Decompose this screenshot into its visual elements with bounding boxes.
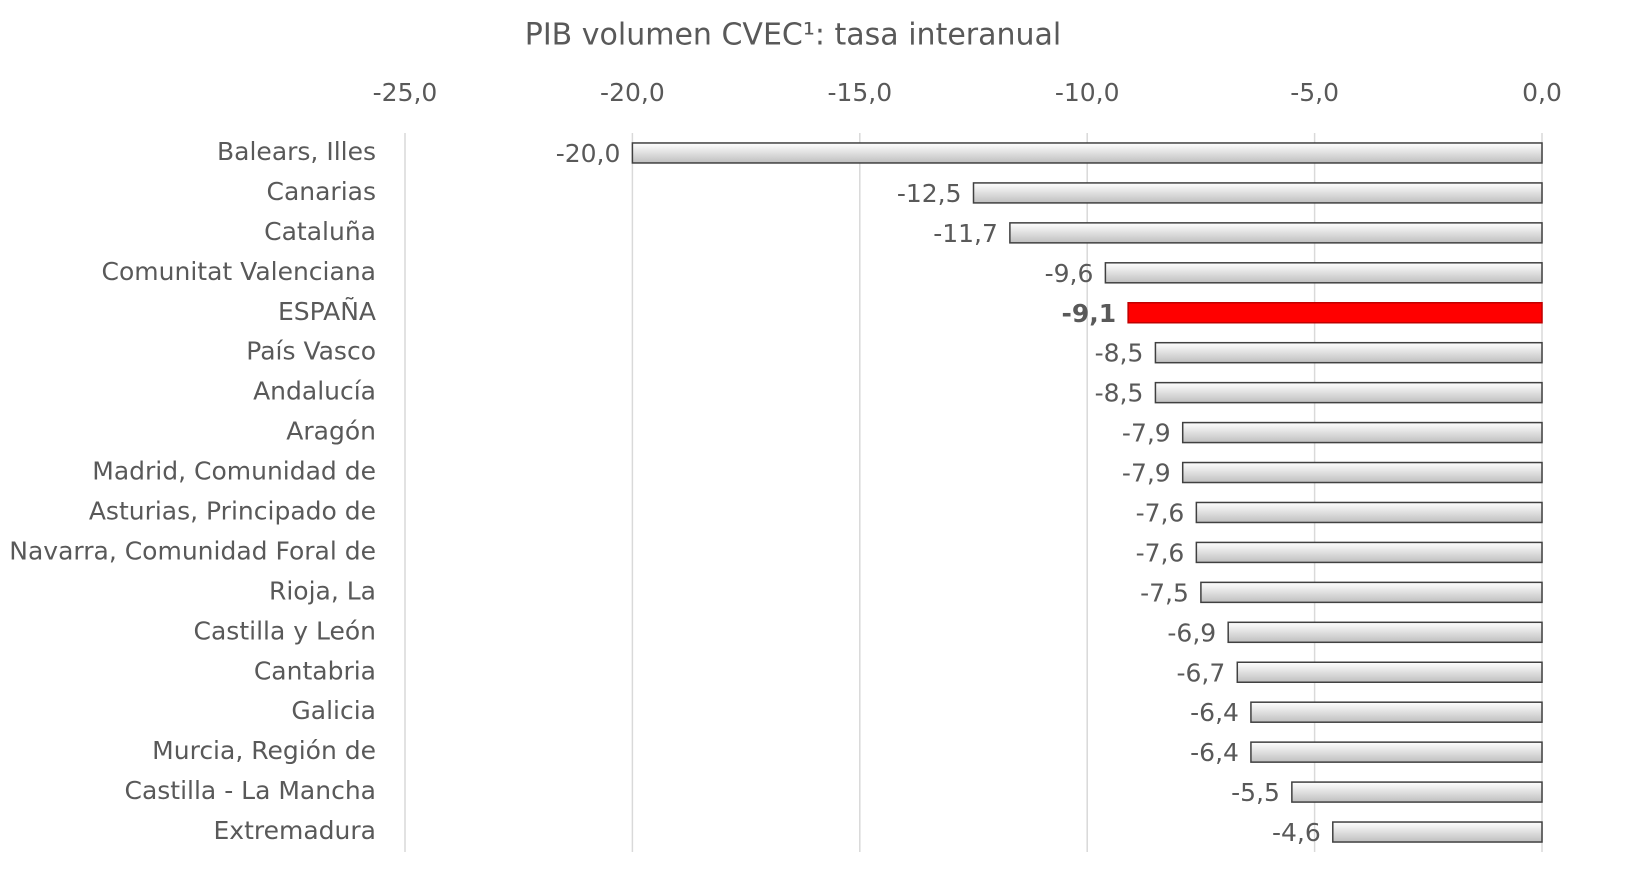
y-tick-label: Aragón bbox=[286, 417, 376, 446]
bar bbox=[1195, 541, 1543, 564]
y-tick-label: País Vasco bbox=[246, 337, 376, 366]
value-label: -9,6 bbox=[1045, 259, 1094, 288]
value-label: -7,6 bbox=[1136, 498, 1185, 527]
value-label: -8,5 bbox=[1095, 379, 1144, 408]
value-label: -7,9 bbox=[1122, 419, 1171, 448]
value-label: -7,9 bbox=[1122, 459, 1171, 488]
value-label: -4,6 bbox=[1272, 818, 1321, 847]
y-tick-label: Murcia, Región de bbox=[152, 736, 376, 765]
value-label: -6,4 bbox=[1190, 738, 1239, 767]
value-label: -9,1 bbox=[1061, 299, 1116, 328]
chart-title: PIB volumen CVEC¹: tasa interanual bbox=[525, 18, 1062, 53]
value-label: -11,7 bbox=[933, 219, 998, 248]
value-label: -5,5 bbox=[1231, 778, 1280, 807]
value-label: -6,4 bbox=[1190, 698, 1239, 727]
bar bbox=[1104, 262, 1543, 284]
y-tick-label: Cataluña bbox=[264, 217, 376, 246]
y-tick-label: Comunitat Valenciana bbox=[102, 257, 376, 286]
x-tick-label: -10,0 bbox=[1055, 78, 1120, 107]
x-tick-label: -5,0 bbox=[1290, 78, 1339, 107]
bar bbox=[1127, 302, 1543, 324]
bar bbox=[972, 182, 1543, 204]
x-tick-label: 0,0 bbox=[1522, 78, 1562, 107]
y-tick-label: Castilla - La Mancha bbox=[124, 776, 376, 805]
value-label: -6,7 bbox=[1177, 658, 1226, 687]
x-tick-label: -15,0 bbox=[827, 78, 892, 107]
y-tick-label: ESPAÑA bbox=[278, 296, 376, 326]
y-tick-label: Balears, Illes bbox=[217, 137, 376, 166]
bar bbox=[1154, 381, 1543, 404]
value-label: -8,5 bbox=[1095, 339, 1144, 368]
y-tick-label: Cantabria bbox=[254, 656, 376, 685]
bar bbox=[1236, 661, 1543, 683]
y-tick-label: Rioja, La bbox=[269, 576, 376, 605]
bar bbox=[1154, 341, 1543, 364]
y-tick-label: Navarra, Comunidad Foral de bbox=[9, 536, 376, 565]
x-tick-label: -25,0 bbox=[373, 78, 438, 107]
bar bbox=[1227, 621, 1543, 644]
value-label: -7,5 bbox=[1140, 578, 1189, 607]
y-tick-label: Castilla y León bbox=[194, 616, 376, 645]
bar bbox=[1195, 501, 1543, 524]
bar bbox=[1200, 581, 1543, 604]
x-tick-label: -20,0 bbox=[600, 78, 665, 107]
y-tick-label: Andalucía bbox=[253, 377, 376, 406]
y-tick-label: Madrid, Comunidad de bbox=[92, 457, 376, 486]
bar bbox=[1009, 222, 1543, 244]
bar bbox=[1181, 421, 1543, 444]
bar bbox=[1332, 821, 1543, 843]
y-tick-label: Canarias bbox=[266, 177, 376, 206]
bar bbox=[1291, 781, 1543, 803]
y-tick-label: Asturias, Principado de bbox=[89, 496, 376, 525]
bar bbox=[1181, 461, 1543, 484]
bar bbox=[631, 142, 1543, 164]
y-tick-label: Galicia bbox=[291, 696, 376, 725]
value-label: -20,0 bbox=[556, 139, 621, 168]
bar bbox=[1250, 741, 1543, 763]
y-tick-label: Extremadura bbox=[214, 816, 377, 845]
bar bbox=[1250, 701, 1543, 723]
value-label: -6,9 bbox=[1167, 618, 1216, 647]
value-label: -7,6 bbox=[1136, 538, 1185, 567]
value-label: -12,5 bbox=[897, 179, 962, 208]
